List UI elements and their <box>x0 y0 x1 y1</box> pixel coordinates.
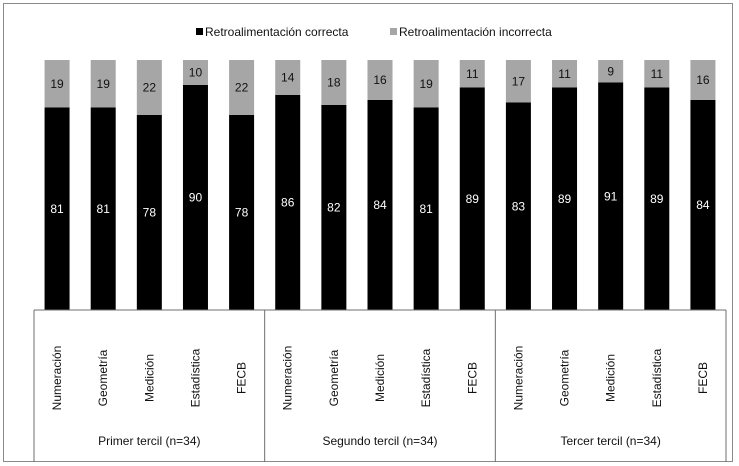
category-label: Numeración <box>281 346 295 411</box>
bar-incorrect <box>413 60 439 108</box>
category-label: Medición <box>142 354 156 402</box>
legend-swatch <box>390 28 397 35</box>
bar-correct <box>321 105 347 310</box>
bar-correct <box>644 87 670 310</box>
category-label: Numeración <box>511 346 525 411</box>
legend-label: Retroalimentación correcta <box>205 25 349 39</box>
data-label-correct: 84 <box>696 198 710 212</box>
category-label: FECB <box>696 362 710 394</box>
group-label: Primer tercil (n=34) <box>98 434 200 448</box>
data-label-correct: 82 <box>327 201 341 215</box>
data-label-incorrect: 22 <box>143 81 157 95</box>
data-label-incorrect: 16 <box>373 73 387 87</box>
category-label: Numeración <box>50 346 64 411</box>
category-label: Estadística <box>419 348 433 407</box>
bar-incorrect <box>505 60 531 103</box>
data-label-correct: 84 <box>373 198 387 212</box>
bar-correct <box>44 107 70 310</box>
category-label: Geometría <box>96 349 110 406</box>
bar-correct <box>552 87 578 310</box>
bar-incorrect <box>367 60 393 100</box>
bar-incorrect <box>459 60 485 88</box>
category-label: Geometría <box>327 349 341 406</box>
legend-label: Retroalimentación incorrecta <box>399 25 552 39</box>
data-label-correct: 89 <box>650 192 664 206</box>
bar-incorrect <box>644 60 670 88</box>
category-label: FECB <box>235 362 249 394</box>
category-label: FECB <box>465 362 479 394</box>
bar-correct <box>136 115 162 310</box>
data-label-correct: 81 <box>50 202 64 216</box>
category-label: Medición <box>373 354 387 402</box>
bar-correct <box>229 115 255 310</box>
data-label-incorrect: 18 <box>327 76 341 90</box>
bar-correct <box>413 107 439 310</box>
data-label-incorrect: 19 <box>97 77 111 91</box>
bar-correct <box>275 95 301 310</box>
data-label-correct: 91 <box>604 189 618 203</box>
bar-incorrect <box>275 60 301 95</box>
category-label: Medición <box>604 354 618 402</box>
data-label-incorrect: 14 <box>281 71 295 85</box>
bar-incorrect <box>44 60 70 108</box>
data-label-correct: 89 <box>558 192 572 206</box>
category-axis: Numeración Geometría Medición Estadística FE… <box>33 309 727 462</box>
data-label-correct: 78 <box>235 206 249 220</box>
bar-correct <box>182 85 208 310</box>
bar-correct <box>90 107 116 310</box>
data-label-incorrect: 22 <box>235 81 249 95</box>
legend: Retroalimentación correcta Retroalimentac… <box>196 25 552 39</box>
bar-correct <box>505 102 531 310</box>
data-label-incorrect: 10 <box>189 66 203 80</box>
data-label-incorrect: 19 <box>419 77 433 91</box>
data-label-incorrect: 11 <box>466 67 479 81</box>
bar-incorrect <box>229 60 255 115</box>
bar-correct <box>598 82 624 310</box>
data-label-correct: 78 <box>143 206 157 220</box>
data-label-correct: 86 <box>281 196 295 210</box>
data-label-correct: 90 <box>189 191 203 205</box>
category-label: Geometría <box>558 349 572 406</box>
data-label-correct: 81 <box>97 202 111 216</box>
group-label: Segundo tercil (n=34) <box>322 434 437 448</box>
data-label-correct: 89 <box>466 192 480 206</box>
category-label: Estadística <box>188 348 202 407</box>
data-label-incorrect: 11 <box>651 67 664 81</box>
data-label-incorrect: 19 <box>50 77 64 91</box>
data-label-incorrect: 11 <box>558 67 571 81</box>
bars: 81 19 81 19 78 22 90 10 78 22 86 14 82 18 84 16 81 19 89 11… <box>44 60 716 310</box>
bar-incorrect <box>136 60 162 115</box>
data-label-incorrect: 17 <box>512 74 526 88</box>
bar-incorrect <box>321 60 347 105</box>
bar-incorrect <box>182 60 208 85</box>
bar-correct <box>690 100 716 310</box>
bar-incorrect <box>690 60 716 100</box>
data-label-incorrect: 16 <box>696 73 710 87</box>
group-label: Tercer tercil (n=34) <box>560 434 660 448</box>
bar-incorrect <box>552 60 578 88</box>
bar-correct <box>459 87 485 310</box>
data-label-correct: 83 <box>512 199 526 213</box>
bar-incorrect <box>90 60 116 108</box>
legend-swatch <box>196 28 203 35</box>
category-label: Estadística <box>650 348 664 407</box>
data-label-incorrect: 9 <box>607 64 614 78</box>
data-label-correct: 81 <box>419 202 433 216</box>
bar-incorrect <box>598 60 624 83</box>
bar-correct <box>367 100 393 310</box>
